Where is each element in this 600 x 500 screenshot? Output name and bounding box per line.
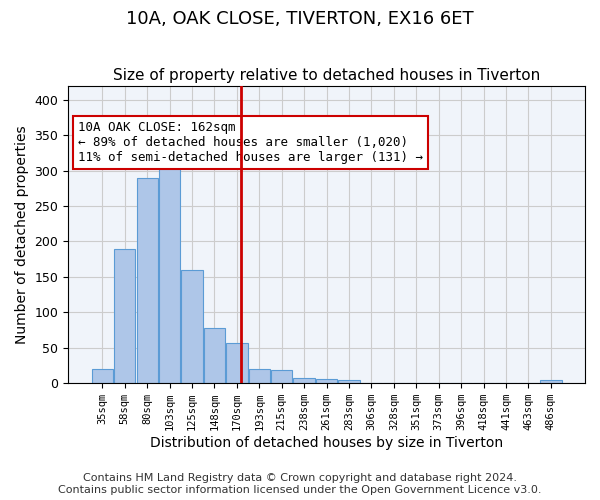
- Y-axis label: Number of detached properties: Number of detached properties: [15, 125, 29, 344]
- Bar: [226, 343, 248, 383]
- Bar: [204, 328, 225, 383]
- Bar: [159, 164, 180, 383]
- Title: Size of property relative to detached houses in Tiverton: Size of property relative to detached ho…: [113, 68, 540, 83]
- Text: 10A OAK CLOSE: 162sqm
← 89% of detached houses are smaller (1,020)
11% of semi-d: 10A OAK CLOSE: 162sqm ← 89% of detached …: [79, 122, 424, 164]
- Text: Contains HM Land Registry data © Crown copyright and database right 2024.
Contai: Contains HM Land Registry data © Crown c…: [58, 474, 542, 495]
- X-axis label: Distribution of detached houses by size in Tiverton: Distribution of detached houses by size …: [150, 436, 503, 450]
- Bar: [293, 378, 315, 383]
- Bar: [271, 370, 292, 383]
- Bar: [316, 379, 337, 383]
- Bar: [137, 178, 158, 383]
- Bar: [338, 380, 359, 383]
- Text: 10A, OAK CLOSE, TIVERTON, EX16 6ET: 10A, OAK CLOSE, TIVERTON, EX16 6ET: [126, 10, 474, 28]
- Bar: [540, 380, 562, 383]
- Bar: [114, 248, 136, 383]
- Bar: [92, 369, 113, 383]
- Bar: [181, 270, 203, 383]
- Bar: [248, 369, 270, 383]
